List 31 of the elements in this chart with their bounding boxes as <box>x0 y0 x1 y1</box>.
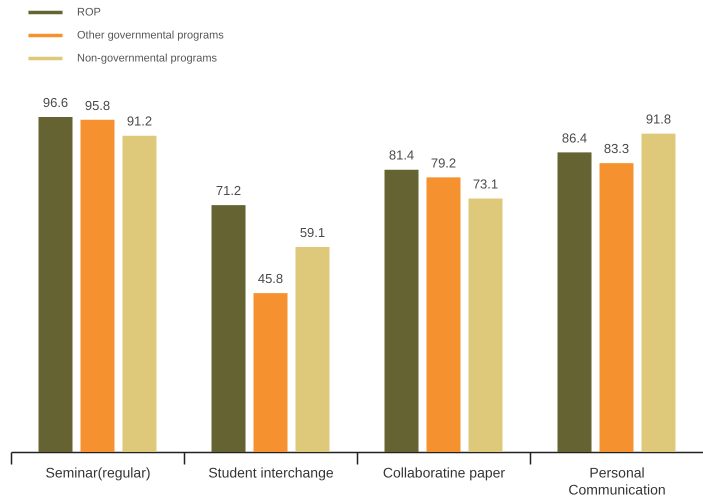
data-label: 96.6 <box>42 95 68 110</box>
data-label: 83.3 <box>604 141 630 156</box>
bar <box>384 170 419 452</box>
data-label: 95.8 <box>84 98 110 113</box>
legend-label: ROP <box>77 6 101 18</box>
data-label: 71.2 <box>216 183 242 198</box>
bar <box>122 136 156 452</box>
x-tick-label: Collaboratine paper <box>382 464 506 480</box>
data-label: 45.8 <box>258 271 284 286</box>
x-tick-label: Personal Communication <box>568 464 666 498</box>
bar <box>38 117 73 452</box>
legend-label: Non-governmental programs <box>77 52 218 64</box>
data-label: 79.2 <box>430 155 456 170</box>
x-tick-label: Student interchange <box>208 464 334 480</box>
bar <box>295 247 330 452</box>
data-label: 91.8 <box>646 112 672 127</box>
bar <box>641 134 676 452</box>
bar <box>253 293 288 452</box>
data-label: 86.4 <box>562 130 588 146</box>
bar <box>558 152 592 452</box>
legend-label: Other governmental programs <box>77 30 224 42</box>
bar <box>80 120 115 452</box>
bar <box>468 198 502 452</box>
bar <box>212 205 246 452</box>
data-label: 59.1 <box>300 225 326 240</box>
data-label: 81.4 <box>388 148 414 163</box>
bar <box>426 177 461 452</box>
data-label: 91.2 <box>126 114 152 129</box>
data-label: 73.1 <box>472 176 498 192</box>
x-tick-label: Seminar(regular) <box>45 464 151 480</box>
bar <box>599 163 634 452</box>
